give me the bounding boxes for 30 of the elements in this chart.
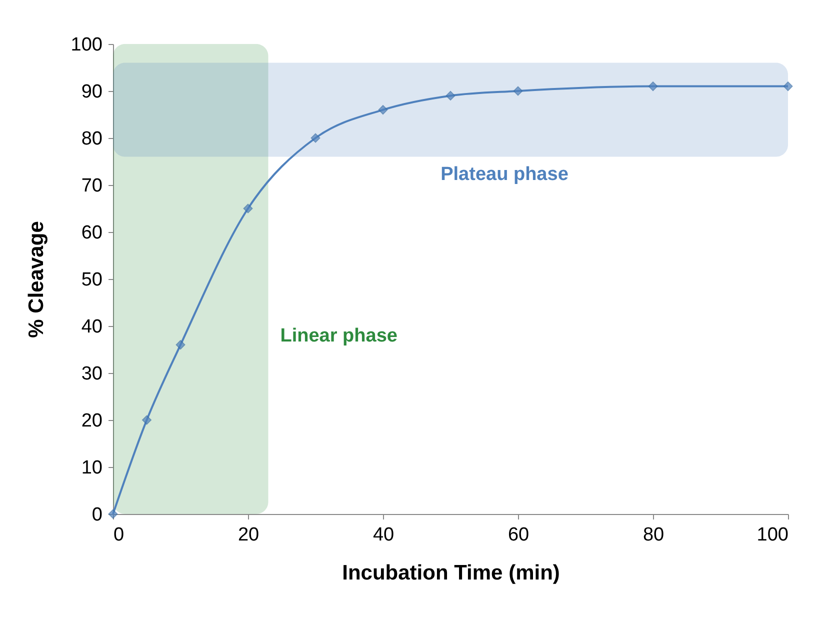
band-label: Linear phase [280,325,398,346]
point [446,91,456,100]
y-axis-title: % Cleavage [24,221,48,338]
y-tick-label: 0 [92,504,102,526]
y-tick-label: 40 [81,316,102,338]
point [176,340,186,350]
point [243,204,253,214]
y-tick-label: 80 [81,128,102,150]
y-tick-label: 60 [81,222,102,244]
x-tick-label: 40 [372,524,394,546]
x-axis-title: Incubation Time (min) [342,562,560,584]
point [378,105,388,114]
x-tick-label: 60 [508,524,530,546]
y-tick-label: 100 [70,34,102,56]
point [310,133,320,143]
x-tick-label: 100 [756,524,788,546]
x-tick-label: 0 [114,524,124,546]
y-tick-label: 10 [81,458,102,478]
band-label: Plateau phase [440,164,568,185]
point [648,82,658,91]
y-tick-label: 30 [81,364,102,384]
x-tick-label: 20 [238,524,260,546]
y-tick-label: 90 [81,82,102,102]
y-tick-label: 50 [81,270,102,290]
y-tick-label: 20 [81,410,102,432]
point [142,415,152,425]
point [513,86,523,96]
y-tick-label: 70 [81,176,102,196]
point [783,82,793,91]
x-tick-label: 80 [642,524,664,546]
